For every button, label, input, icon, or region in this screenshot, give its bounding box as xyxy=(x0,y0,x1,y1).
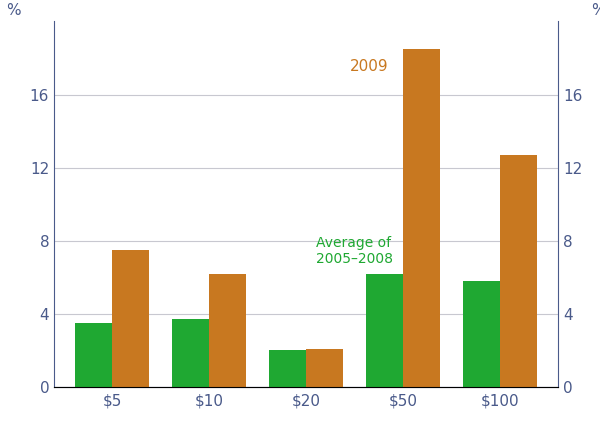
Bar xyxy=(269,350,306,387)
Bar xyxy=(306,349,343,387)
Bar xyxy=(366,274,403,387)
Bar xyxy=(112,250,149,387)
Bar xyxy=(500,155,536,387)
Bar xyxy=(76,323,112,387)
Text: 2009: 2009 xyxy=(350,59,388,74)
Text: %: % xyxy=(7,3,21,18)
Bar xyxy=(209,274,246,387)
Text: %: % xyxy=(591,3,600,18)
Bar xyxy=(172,319,209,387)
Text: Average of
2005–2008: Average of 2005–2008 xyxy=(316,236,392,266)
Bar xyxy=(463,281,500,387)
Bar xyxy=(403,49,440,387)
